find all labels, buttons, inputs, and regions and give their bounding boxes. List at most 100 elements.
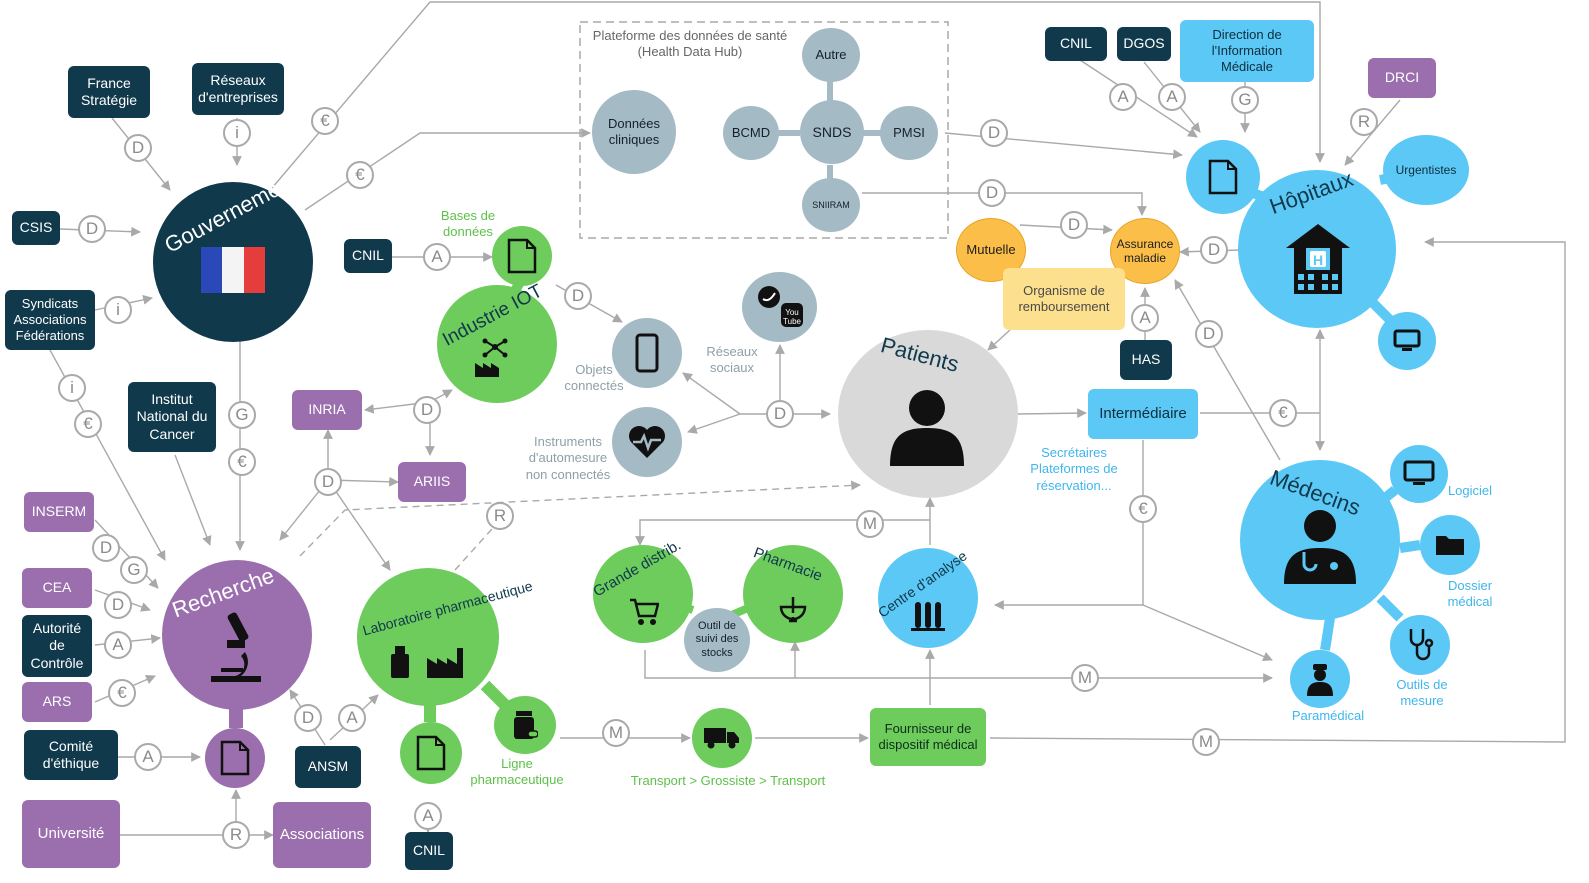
ariis-box[interactable]: ARIIS [398, 462, 466, 502]
centre-analyse-hub[interactable] [878, 548, 978, 648]
edge-token-material: M [856, 510, 884, 538]
cnil-iot-box[interactable]: CNIL [344, 239, 392, 273]
logiciel-label: Logiciel [1447, 483, 1493, 498]
french-flag-icon [201, 247, 265, 293]
edge-token-research: R [486, 502, 514, 530]
intermediaire-box[interactable]: Intermédiaire [1088, 389, 1198, 439]
dossier-circle[interactable] [1420, 515, 1480, 575]
transport-circle[interactable] [692, 708, 752, 768]
ars-box[interactable]: ARS [22, 682, 92, 722]
reseaux-entreprises-box[interactable]: Réseaux d'entreprises [192, 63, 284, 115]
laboratoire-hub[interactable] [357, 568, 499, 706]
associations-box[interactable]: Associations [273, 802, 371, 868]
edge [862, 192, 1147, 216]
cnil-lab-box[interactable]: CNIL [405, 832, 453, 870]
edge-token-information: i [223, 119, 251, 147]
objets-connectes-label: Objets connectés [564, 362, 624, 394]
drci-box[interactable]: DRCI [1368, 58, 1436, 98]
document-icon [1208, 159, 1238, 195]
svg-text:H: H [1313, 252, 1323, 268]
medecins-hub[interactable] [1240, 460, 1400, 620]
bases-donnees-document[interactable] [492, 226, 552, 286]
hopital-computer-circle[interactable] [1378, 312, 1436, 370]
urgentistes-circle[interactable]: Urgentistes [1383, 135, 1469, 205]
secretaires-label: Secrétaires Plateformes de réservation..… [1030, 445, 1118, 493]
edge-token-data: D [980, 119, 1008, 147]
edge-token-data: D [564, 282, 592, 310]
sniiram-circle[interactable]: SNIIRAM [802, 178, 860, 232]
edge-token-authorization: A [338, 704, 366, 732]
syndicats-box[interactable]: Syndicats Associations Fédérations [5, 290, 95, 350]
instruments-label: Instruments d'automesure non connectés [525, 434, 611, 482]
edge [327, 479, 391, 571]
institut-cancer-box[interactable]: Institut National du Cancer [128, 382, 216, 452]
document-icon [507, 238, 537, 274]
edge-token-data: D [78, 215, 106, 243]
paramedical-circle[interactable] [1290, 650, 1350, 708]
edge-token-authorization: A [1158, 83, 1186, 111]
edge [480, 680, 510, 710]
edge-token-funding: € [228, 448, 256, 476]
edge-token-governance: G [1231, 86, 1259, 114]
edge-token-data: D [104, 591, 132, 619]
cnil-hopitaux-box[interactable]: CNIL [1045, 27, 1107, 61]
outils-mesure-circle[interactable] [1390, 615, 1450, 675]
bcmd-circle[interactable]: BCMD [723, 106, 779, 160]
bases-donnees-label: Bases de données [440, 208, 496, 240]
csis-box[interactable]: CSIS [12, 211, 60, 245]
recherche-document[interactable] [205, 728, 265, 788]
dgos-box[interactable]: DGOS [1117, 27, 1171, 61]
logiciel-circle[interactable] [1390, 445, 1448, 503]
edge-token-data: D [1060, 211, 1088, 239]
pmsi-circle[interactable]: PMSI [880, 106, 938, 160]
pill-bottle-icon [514, 711, 538, 739]
snds-circle[interactable]: SNDS [800, 100, 864, 164]
reseaux-sociaux-label: Réseaux sociaux [706, 344, 758, 376]
cea-box[interactable]: CEA [22, 568, 92, 608]
inserm-box[interactable]: INSERM [24, 492, 94, 532]
iot-factory-icon [471, 335, 515, 379]
reseaux-sociaux-circle[interactable]: You Tube [742, 272, 817, 342]
patients-hub[interactable] [838, 330, 1018, 498]
organisme-box[interactable]: Organisme de remboursement [1003, 268, 1125, 330]
ansm-box[interactable]: ANSM [295, 746, 361, 788]
autre-circle[interactable]: Autre [802, 28, 860, 82]
hopitaux-document[interactable] [1186, 140, 1260, 214]
edge [1320, 617, 1335, 651]
france-strategie-box[interactable]: France Stratégie [68, 66, 150, 118]
dim-box[interactable]: Direction de l'Information Médicale [1180, 20, 1314, 82]
edge [299, 480, 861, 557]
edge-token-funding: € [346, 161, 374, 189]
fournisseur-box[interactable]: Fournisseur de dispositif médical [870, 708, 986, 766]
gouvernement-hub[interactable] [153, 182, 313, 342]
monitor-icon [1403, 460, 1435, 485]
health-data-hub-title: Plateforme des données de santé (Health … [592, 28, 788, 60]
edge-token-information: i [104, 296, 132, 324]
edge-token-authorization: A [1131, 304, 1159, 332]
edge-token-data: D [766, 400, 794, 428]
grande-distrib-hub[interactable] [593, 545, 693, 643]
donnees-cliniques-circle[interactable]: Données cliniques [592, 90, 676, 174]
outil-stocks-circle[interactable]: Outil de suivi des stocks [684, 608, 750, 672]
pharmacie-hub[interactable] [743, 545, 843, 643]
hopitaux-hub[interactable]: H [1238, 170, 1396, 328]
pharmacy-icon [777, 595, 809, 627]
has-box[interactable]: HAS [1120, 340, 1172, 380]
edge-token-material: M [1192, 728, 1220, 756]
stethoscope-icon [1409, 629, 1434, 661]
ligne-pharma-circle[interactable] [494, 696, 556, 754]
recherche-hub[interactable] [162, 560, 312, 710]
edge-token-authorization: A [414, 802, 442, 830]
industrie-hub[interactable] [437, 285, 557, 403]
objets-connectes-circle[interactable] [612, 318, 682, 388]
laboratoire-document[interactable] [400, 722, 462, 784]
inria-box[interactable]: INRIA [292, 390, 362, 430]
instruments-circle[interactable] [612, 407, 682, 477]
universite-box[interactable]: Université [22, 800, 120, 868]
autorite-box[interactable]: Autorité de Contrôle [22, 615, 92, 677]
comite-box[interactable]: Comité d'éthique [24, 730, 118, 780]
edge [635, 519, 930, 546]
nurse-icon [1307, 664, 1333, 696]
